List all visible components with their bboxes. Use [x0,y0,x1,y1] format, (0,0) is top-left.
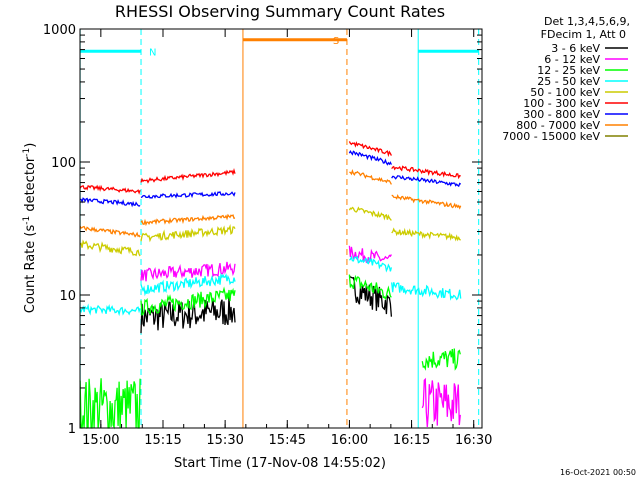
y-axis-label: Count Rate (s-1 detector-1) [22,143,38,314]
x-axis-label: Start Time (17-Nov-08 14:55:02) [174,456,386,471]
series-line [348,141,392,158]
series-line [140,295,236,334]
series-line [348,274,392,301]
series-line [140,167,236,184]
series-line [421,348,461,371]
series-line [79,197,141,208]
interval-label: S [333,36,339,47]
x-tick-label: 16:15 [393,433,430,448]
series-line [140,272,236,297]
series-line [79,303,141,317]
y-tick-label: 100 [51,156,76,171]
x-tick-label: 16:30 [455,433,492,448]
legend-header-1: Det 1,3,4,5,6,9, [544,15,630,28]
x-tick-label: 15:00 [82,433,119,448]
series-line [140,191,236,199]
series-line [140,213,236,227]
series-line [348,206,392,221]
legend-header-2: FDecim 1, Att 0 [541,28,626,41]
legend-entry-label: 6 - 12 keV [544,53,600,66]
y-axis-label-part2: detector [23,156,38,216]
x-tick-label: 15:45 [269,433,306,448]
series-line [391,227,461,242]
legend-entry-label: 3 - 6 keV [551,42,600,55]
series-line [79,239,141,257]
legend-entry-label: 12 - 25 keV [537,64,600,77]
series-line [140,261,236,282]
y-axis-label-sup2: -1 [22,148,32,157]
x-tick-label: 15:15 [144,433,181,448]
legend-entry-label: 300 - 800 keV [523,108,600,121]
plot-area: NS [79,29,480,430]
legend-entry-label: 50 - 100 keV [530,86,600,99]
x-tick-label: 15:30 [206,433,243,448]
series-line [79,225,141,238]
y-axis: 1 10 100 1000 [43,23,482,437]
legend-entry-label: 7000 - 15000 keV [502,130,600,143]
series-line [391,282,462,301]
series-line [140,224,236,243]
y-tick-label: 1 [68,422,76,437]
legend-entry-label: 100 - 300 keV [523,97,600,110]
series-line [348,255,393,273]
y-axis-label-part1: Count Rate (s [23,225,38,314]
y-axis-label-sup1: -1 [22,216,32,225]
y-axis-label-part3: ) [23,143,38,148]
series-line [391,174,462,188]
y-tick-label: 1000 [43,23,76,38]
legend-entry-label: 25 - 50 keV [537,75,600,88]
x-axis: 15:00 15:15 15:30 15:45 16:00 16:15 16:30 [79,29,492,448]
series-line [391,165,461,180]
chart-title: RHESSI Observing Summary Count Rates [115,2,445,21]
series-line [140,286,236,316]
legend: Det 1,3,4,5,6,9, FDecim 1, Att 0 3 - 6 k… [502,15,630,143]
legend-entry-label: 800 - 7000 keV [516,119,600,132]
series-line [421,377,461,428]
interval-label: N [149,47,156,58]
series-line [391,194,462,210]
plot-frame [79,28,483,429]
series-line [79,378,141,430]
series-line [348,275,393,317]
series-line [348,149,392,166]
timestamp: 16-Oct-2021 00:50 [560,468,636,477]
y-tick-label: 10 [59,289,76,304]
series-line [79,184,141,195]
series-line [349,168,392,185]
x-tick-label: 16:00 [331,433,368,448]
